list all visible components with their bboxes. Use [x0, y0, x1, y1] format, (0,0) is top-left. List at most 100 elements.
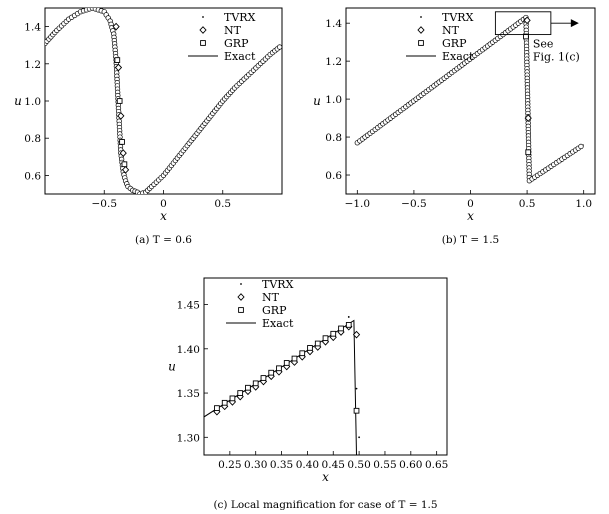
legend-marker-grp: [238, 307, 244, 313]
data-point-dense: [276, 44, 282, 50]
legend-marker-tvrx: [202, 16, 204, 18]
x-tick-label: 0.5: [519, 198, 536, 210]
data-point-grp: [345, 322, 352, 328]
legend-label: NT: [262, 291, 280, 304]
data-point-grp: [291, 355, 298, 362]
y-tick-label: 1.4: [24, 22, 41, 34]
legend-marker-tvrx: [420, 16, 422, 18]
legend-marker-grp: [418, 40, 424, 46]
data-point-nt: [112, 22, 120, 31]
plot-area: [204, 316, 361, 455]
data-point-grp: [322, 335, 329, 342]
x-tick-label: 1.0: [575, 198, 592, 210]
y-axis-label: u: [14, 94, 22, 108]
y-tick-label: 1.2: [325, 56, 342, 68]
data-point-grp: [299, 350, 306, 357]
y-tick-label: 0.8: [325, 132, 342, 144]
panel-caption: (b) T = 1.5: [442, 234, 499, 246]
x-tick-label: 0.25: [218, 459, 241, 471]
legend-label: GRP: [262, 304, 287, 317]
y-tick-label: 1.30: [177, 432, 200, 444]
data-point-grp: [245, 384, 251, 391]
legend-marker-tvrx: [240, 283, 242, 285]
data-point-grp: [338, 325, 344, 332]
data-point-grp: [252, 380, 259, 387]
data-point-grp: [229, 395, 236, 402]
y-tick-label: 1.0: [325, 94, 342, 106]
zoom-arrow-head: [570, 19, 579, 28]
x-axis-label: x: [322, 470, 329, 484]
annotation-see: See: [533, 38, 554, 51]
legend-marker-nt: [237, 293, 245, 301]
x-tick-label: 0.45: [322, 459, 345, 471]
data-point-grp: [353, 407, 360, 414]
data-point-nt: [114, 63, 123, 72]
x-tick-label: 0.30: [244, 459, 267, 471]
y-tick-label: 0.6: [325, 170, 342, 182]
data-point-grp: [221, 399, 228, 406]
x-axis-label: x: [467, 209, 474, 223]
legend-label: Exact: [224, 50, 256, 63]
x-tick-label: 0.50: [347, 459, 370, 471]
data-point-grp: [121, 161, 128, 168]
data-point-grp: [214, 405, 220, 411]
plot-frame: [203, 277, 448, 456]
x-axis-label: x: [160, 209, 167, 223]
data-point-grp: [283, 360, 290, 366]
data-point-nt: [523, 16, 531, 25]
x-tick-label: 0.60: [399, 459, 422, 471]
y-axis-label: u: [313, 94, 321, 108]
data-point-grp: [330, 330, 337, 337]
plot-frame: [345, 7, 596, 195]
y-tick-label: 1.35: [177, 388, 200, 400]
x-tick-label: −1.0: [345, 198, 371, 210]
x-tick-label: 0: [160, 198, 167, 210]
legend-label: Exact: [262, 317, 294, 330]
data-point-grp: [525, 149, 532, 156]
y-tick-label: 1.0: [24, 96, 41, 108]
data-point-grp: [114, 57, 121, 63]
panel-caption: (a) T = 0.6: [135, 234, 192, 246]
x-tick-label: 0.65: [425, 459, 448, 471]
y-tick-label: 1.45: [177, 300, 200, 312]
legend-label: NT: [224, 24, 242, 37]
legend-marker-nt: [199, 26, 207, 34]
x-tick-label: 0: [467, 198, 474, 210]
legend-label: TVRX: [262, 278, 294, 291]
data-point-grp: [314, 340, 321, 347]
data-point-nt: [524, 114, 532, 122]
legend-marker-grp: [200, 40, 206, 46]
y-tick-label: 1.2: [24, 59, 41, 71]
legend-label: Exact: [442, 50, 474, 63]
y-tick-label: 0.8: [24, 133, 41, 145]
plot-frame: [44, 7, 283, 195]
data-point-grp: [116, 98, 123, 104]
x-tick-label: 0.55: [373, 459, 396, 471]
panel-c: 0.25 0.30 0.35 0.40 0.45 0.50 0.55 0.60 0.65 1.30…: [168, 277, 448, 511]
data-point-tvrx: [347, 316, 350, 318]
data-point-nt: [117, 112, 125, 120]
series-line-exact: [45, 8, 282, 194]
legend-label: NT: [442, 24, 460, 37]
panel-b: −1.0 −0.5 0 0.5 1.0 0.6 0.8 1.0 1.2 1.4 x u (b) T = …: [313, 7, 596, 246]
y-axis-label: u: [168, 360, 176, 374]
data-point-tvrx: [355, 387, 358, 390]
data-point-tvrx: [358, 436, 361, 439]
x-tick-label: −0.5: [401, 198, 427, 210]
data-point-nt: [119, 149, 127, 157]
data-point-grp: [268, 369, 275, 376]
x-tick-label: 0.5: [214, 198, 231, 210]
data-point-grp: [523, 33, 529, 40]
plot-area: [45, 8, 282, 194]
y-tick-label: 0.6: [24, 170, 41, 182]
data-point-grp: [237, 390, 244, 396]
panel-caption: (c) Local magnification for case of T = …: [213, 499, 437, 511]
legend-label: TVRX: [442, 11, 474, 24]
legend-label: TVRX: [224, 11, 256, 24]
x-tick-label: 0.40: [296, 459, 319, 471]
legend-marker-nt: [417, 26, 425, 34]
annotation-fig-ref: Fig. 1(c): [533, 51, 580, 64]
legend-label: GRP: [224, 37, 249, 50]
data-point-grp: [307, 345, 313, 351]
